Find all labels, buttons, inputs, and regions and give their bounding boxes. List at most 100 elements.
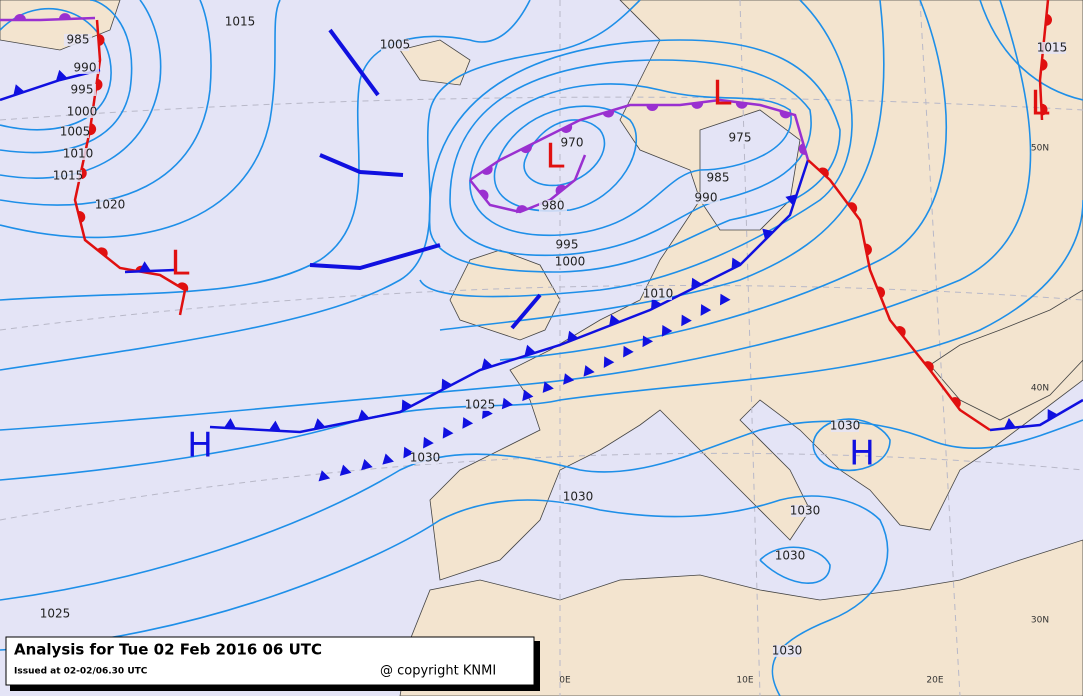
isobar-label: 1030 bbox=[563, 490, 594, 504]
trough bbox=[319, 153, 404, 177]
pressure-center: L bbox=[171, 244, 190, 284]
isobar bbox=[419, 0, 853, 298]
front-symbol bbox=[361, 459, 373, 471]
occluded-front bbox=[469, 154, 587, 214]
front-symbol bbox=[735, 101, 748, 109]
isobar-label: 1030 bbox=[790, 504, 821, 518]
front-symbol bbox=[77, 211, 86, 223]
isobar bbox=[0, 495, 889, 696]
front-symbol bbox=[681, 314, 692, 327]
front-symbol bbox=[318, 470, 331, 482]
front-symbol bbox=[847, 202, 858, 214]
label-bg bbox=[556, 256, 584, 268]
label-bg bbox=[726, 132, 754, 144]
front-symbol bbox=[401, 399, 413, 412]
front-symbol bbox=[268, 420, 281, 431]
front-symbol bbox=[14, 14, 26, 20]
isobar-label: 995 bbox=[71, 83, 94, 97]
front-symbol bbox=[58, 13, 71, 20]
label-bg bbox=[61, 126, 89, 138]
label-bg bbox=[558, 137, 586, 149]
front-symbol bbox=[567, 330, 579, 343]
front-symbol bbox=[382, 453, 394, 465]
front-symbol bbox=[516, 205, 528, 214]
title-box: Analysis for Tue 02 Feb 2016 06 UTC Issu… bbox=[5, 636, 540, 691]
label-bg bbox=[381, 39, 409, 51]
isobar-label: 1015 bbox=[53, 169, 84, 183]
front-symbol bbox=[357, 409, 370, 421]
graticule-label: 40N bbox=[1031, 384, 1049, 394]
pressure-center: H bbox=[187, 426, 213, 466]
label-bg bbox=[553, 239, 581, 251]
isobar-label: 1005 bbox=[380, 38, 411, 52]
label-bg bbox=[1038, 42, 1066, 54]
isobar-label: 1030 bbox=[410, 451, 441, 465]
front-symbol bbox=[524, 344, 536, 357]
isobar-label: 1030 bbox=[772, 644, 803, 658]
front-symbol bbox=[13, 84, 25, 96]
baltic bbox=[699, 109, 801, 231]
front-symbol bbox=[602, 109, 615, 118]
front-symbol bbox=[762, 228, 774, 240]
front-symbol bbox=[798, 143, 807, 155]
isobar bbox=[0, 0, 281, 239]
front-symbol bbox=[481, 358, 493, 370]
front-symbol bbox=[876, 286, 886, 299]
trough bbox=[328, 28, 380, 97]
front-symbol bbox=[563, 373, 575, 385]
front-symbol bbox=[520, 144, 532, 153]
graticule-label: 0E bbox=[559, 676, 571, 686]
front-symbol bbox=[700, 304, 712, 316]
pressure-center: H bbox=[849, 434, 875, 474]
front-symbol bbox=[462, 417, 474, 429]
isobar-label: 1000 bbox=[67, 105, 98, 119]
pressure-center: L bbox=[713, 74, 732, 114]
front-symbol bbox=[89, 123, 97, 136]
front-symbol bbox=[818, 167, 829, 178]
front-symbol bbox=[1003, 418, 1016, 429]
front-symbol bbox=[542, 381, 554, 393]
trough bbox=[309, 243, 441, 271]
front-symbol bbox=[478, 189, 489, 201]
isobar bbox=[0, 199, 1083, 481]
front-symbol bbox=[442, 427, 454, 439]
front-symbol bbox=[951, 397, 961, 408]
label-bg bbox=[773, 645, 801, 657]
isobar bbox=[0, 0, 212, 206]
label-bg bbox=[564, 491, 592, 503]
title-panel bbox=[5, 636, 535, 686]
britain bbox=[449, 249, 561, 341]
front-symbol bbox=[895, 326, 906, 337]
label-bg bbox=[539, 200, 567, 212]
front-symbol bbox=[609, 314, 621, 326]
isobar bbox=[0, 0, 1032, 431]
isobar-label: 1000 bbox=[555, 255, 586, 269]
label-bg bbox=[411, 452, 439, 464]
front-symbol bbox=[177, 282, 189, 292]
africa bbox=[399, 539, 1083, 696]
isobar-label: 1015 bbox=[225, 15, 256, 29]
front-symbol bbox=[1041, 103, 1048, 116]
front-symbol bbox=[661, 325, 673, 337]
front-symbol bbox=[95, 78, 103, 91]
iceland bbox=[399, 39, 471, 86]
front-symbol bbox=[779, 110, 792, 119]
front-symbol bbox=[423, 436, 434, 449]
isobar-label: 1030 bbox=[830, 419, 861, 433]
front-symbol bbox=[403, 446, 415, 459]
front-symbol bbox=[623, 345, 634, 358]
graticule-label: 30N bbox=[1031, 616, 1049, 626]
label-bg bbox=[96, 199, 124, 211]
isobar bbox=[0, 7, 112, 131]
label-bg bbox=[791, 505, 819, 517]
front-symbol bbox=[313, 418, 326, 430]
front-symbol bbox=[55, 69, 68, 82]
isobar bbox=[493, 105, 638, 212]
issued: Issued at 02-02/06.30 UTC bbox=[14, 667, 148, 677]
isobar-label: 975 bbox=[729, 131, 752, 145]
isobar bbox=[0, 0, 641, 371]
